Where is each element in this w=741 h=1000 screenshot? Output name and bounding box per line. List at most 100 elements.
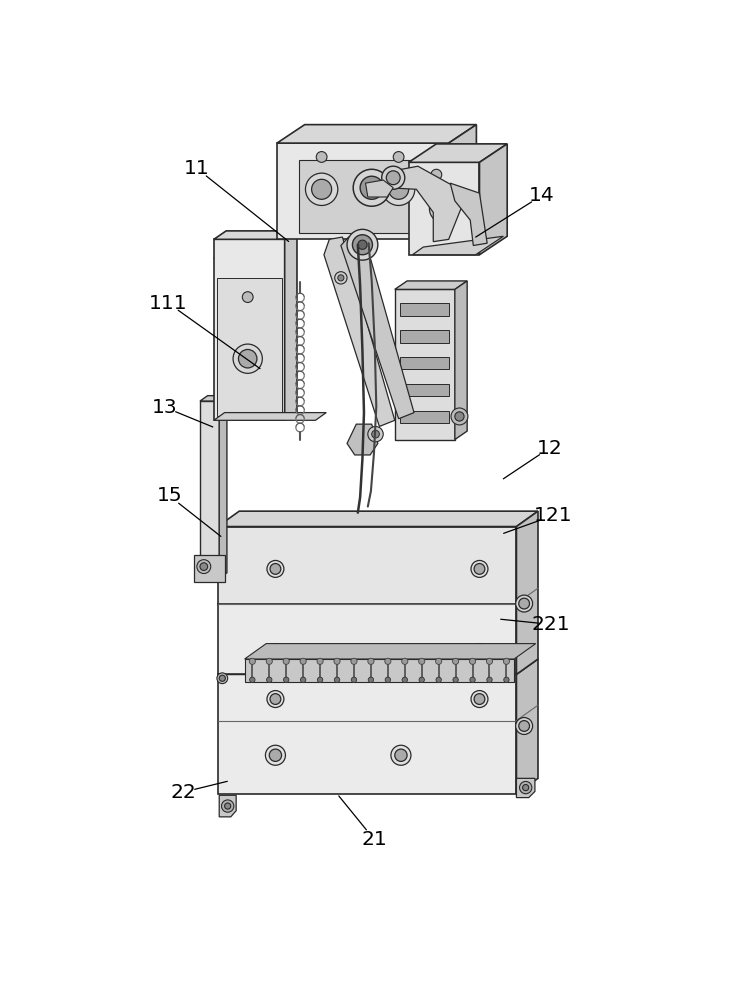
Polygon shape xyxy=(408,144,507,162)
Circle shape xyxy=(436,677,442,682)
Circle shape xyxy=(391,745,411,765)
Bar xyxy=(400,411,450,423)
Circle shape xyxy=(419,677,425,682)
Polygon shape xyxy=(516,511,538,674)
Polygon shape xyxy=(449,125,476,239)
Circle shape xyxy=(470,644,490,664)
Circle shape xyxy=(453,677,458,682)
Text: 14: 14 xyxy=(529,186,555,205)
Circle shape xyxy=(474,564,485,574)
Circle shape xyxy=(249,658,256,664)
Circle shape xyxy=(317,677,323,682)
Polygon shape xyxy=(277,125,476,143)
Text: 221: 221 xyxy=(531,615,570,634)
Polygon shape xyxy=(194,555,225,582)
Polygon shape xyxy=(200,401,219,578)
Polygon shape xyxy=(365,180,393,197)
Circle shape xyxy=(219,675,225,681)
Circle shape xyxy=(270,694,281,704)
Circle shape xyxy=(317,658,323,664)
Circle shape xyxy=(471,691,488,708)
Polygon shape xyxy=(408,162,479,255)
Circle shape xyxy=(388,179,408,199)
Polygon shape xyxy=(285,231,297,420)
Polygon shape xyxy=(516,659,538,794)
Circle shape xyxy=(504,677,509,682)
Polygon shape xyxy=(214,413,326,420)
Circle shape xyxy=(316,152,327,162)
Circle shape xyxy=(470,658,476,664)
Circle shape xyxy=(225,803,230,809)
Bar xyxy=(400,384,450,396)
Polygon shape xyxy=(219,396,227,578)
Circle shape xyxy=(471,560,488,577)
Circle shape xyxy=(519,781,532,794)
Circle shape xyxy=(347,229,378,260)
Polygon shape xyxy=(245,659,514,682)
Circle shape xyxy=(351,658,357,664)
Polygon shape xyxy=(218,659,538,674)
Circle shape xyxy=(385,677,391,682)
Circle shape xyxy=(430,194,459,223)
Polygon shape xyxy=(413,236,503,255)
Text: 21: 21 xyxy=(361,830,387,849)
Circle shape xyxy=(503,658,510,664)
Polygon shape xyxy=(277,143,449,239)
Circle shape xyxy=(334,658,340,664)
Circle shape xyxy=(470,677,475,682)
Circle shape xyxy=(242,292,253,302)
Text: 111: 111 xyxy=(149,294,187,313)
Circle shape xyxy=(200,563,207,570)
Circle shape xyxy=(402,677,408,682)
Circle shape xyxy=(300,677,306,682)
Circle shape xyxy=(265,644,285,664)
Circle shape xyxy=(436,658,442,664)
Text: 15: 15 xyxy=(156,486,182,505)
Circle shape xyxy=(368,426,383,442)
Circle shape xyxy=(284,677,289,682)
Circle shape xyxy=(266,658,273,664)
Polygon shape xyxy=(324,237,395,426)
Polygon shape xyxy=(385,166,462,242)
Polygon shape xyxy=(299,160,427,233)
Circle shape xyxy=(351,677,356,682)
Circle shape xyxy=(473,647,485,660)
Circle shape xyxy=(222,800,234,812)
Circle shape xyxy=(305,173,338,205)
Circle shape xyxy=(283,658,289,664)
Polygon shape xyxy=(218,511,538,527)
Polygon shape xyxy=(217,278,282,416)
Circle shape xyxy=(385,658,391,664)
Polygon shape xyxy=(219,795,236,817)
Circle shape xyxy=(393,152,404,162)
Text: 121: 121 xyxy=(534,506,572,525)
Circle shape xyxy=(487,677,492,682)
Text: 11: 11 xyxy=(184,159,210,178)
Circle shape xyxy=(455,412,464,421)
Text: 12: 12 xyxy=(536,439,562,458)
Polygon shape xyxy=(218,674,516,794)
Circle shape xyxy=(451,408,468,425)
Circle shape xyxy=(197,560,210,574)
Circle shape xyxy=(353,169,391,206)
Circle shape xyxy=(382,166,405,189)
Circle shape xyxy=(360,176,383,199)
Circle shape xyxy=(516,718,533,734)
Circle shape xyxy=(358,240,367,249)
Circle shape xyxy=(269,647,282,660)
Circle shape xyxy=(431,169,442,180)
Circle shape xyxy=(270,564,281,574)
Circle shape xyxy=(353,235,373,255)
Circle shape xyxy=(474,694,485,704)
Circle shape xyxy=(335,272,347,284)
Circle shape xyxy=(516,595,533,612)
Circle shape xyxy=(269,749,282,761)
Polygon shape xyxy=(245,644,536,659)
Bar xyxy=(400,303,450,316)
Circle shape xyxy=(265,745,285,765)
Bar xyxy=(400,357,450,369)
Polygon shape xyxy=(218,604,516,674)
Polygon shape xyxy=(395,289,455,440)
Circle shape xyxy=(312,179,332,199)
Circle shape xyxy=(372,430,379,438)
